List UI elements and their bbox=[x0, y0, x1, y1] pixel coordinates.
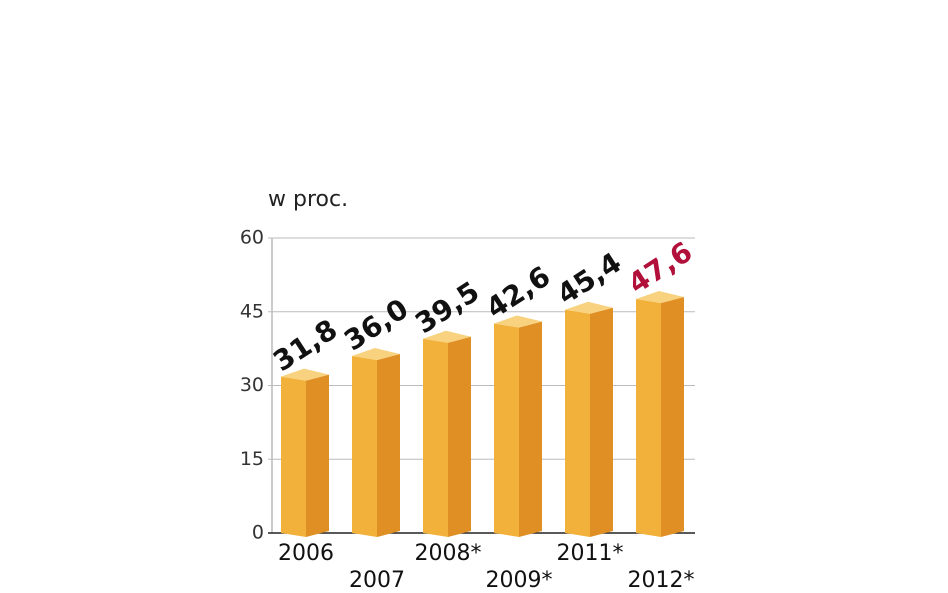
bar-side bbox=[306, 374, 329, 537]
value-label: 39,5 bbox=[409, 275, 485, 340]
bar bbox=[352, 348, 400, 537]
bar-top bbox=[281, 368, 329, 381]
bar-front bbox=[636, 298, 661, 537]
value-label: 47,6 bbox=[622, 235, 698, 300]
y-tick-label: 0 bbox=[252, 522, 264, 544]
bar-front bbox=[565, 309, 590, 537]
bar-top bbox=[636, 290, 684, 303]
bar-top bbox=[494, 315, 542, 328]
bar-top bbox=[423, 330, 471, 343]
bar-top bbox=[565, 301, 613, 314]
bar-front bbox=[281, 376, 306, 537]
bar bbox=[494, 315, 542, 537]
bar-side bbox=[590, 307, 613, 537]
bar-side bbox=[519, 321, 542, 537]
bar-side bbox=[377, 354, 400, 537]
bar bbox=[565, 301, 613, 537]
bar-front bbox=[423, 338, 448, 537]
bar-front bbox=[494, 323, 519, 537]
y-tick-label: 15 bbox=[240, 448, 264, 470]
bar bbox=[423, 330, 471, 537]
y-tick-label: 45 bbox=[240, 300, 264, 322]
x-tick-label: 2011* bbox=[557, 541, 624, 566]
bar-front bbox=[352, 356, 377, 537]
bar-top bbox=[352, 348, 400, 360]
x-tick-label: 2008* bbox=[415, 541, 482, 566]
y-tick-label: 60 bbox=[240, 227, 264, 249]
bar bbox=[281, 368, 329, 537]
bar-side bbox=[661, 296, 684, 537]
bar-side bbox=[448, 336, 471, 537]
value-label: 31,8 bbox=[267, 313, 343, 378]
x-tick-label: 2012* bbox=[628, 568, 695, 593]
value-label: 45,4 bbox=[551, 246, 627, 311]
bar bbox=[636, 290, 684, 537]
value-label: 36,0 bbox=[338, 292, 414, 357]
y-tick-label: 30 bbox=[240, 374, 264, 396]
value-label: 42,6 bbox=[480, 260, 556, 325]
axis-label: w proc. bbox=[268, 187, 348, 212]
x-tick-label: 2009* bbox=[486, 568, 553, 593]
x-tick-label: 2006 bbox=[278, 541, 334, 566]
x-tick-label: 2007 bbox=[349, 568, 405, 593]
